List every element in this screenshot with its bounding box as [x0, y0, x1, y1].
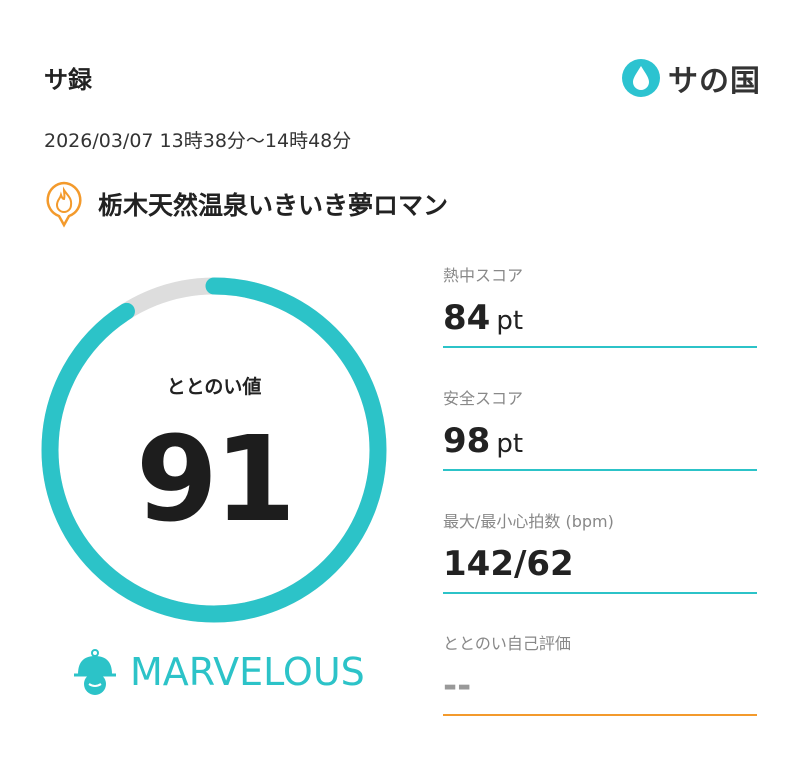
facility-link[interactable]: 栃木天然温泉いきいき夢ロマン [44, 180, 448, 228]
stat-unit: pt [496, 429, 524, 459]
facility-name: 栃木天然温泉いきいき夢ロマン [98, 191, 449, 220]
stat-value: 84 [443, 298, 491, 338]
water-drop-logo-icon [622, 59, 660, 97]
stat-label: 安全スコア [443, 389, 524, 408]
gauge-label: ととのい値 [166, 376, 262, 398]
stat-label: 熱中スコア [443, 266, 524, 285]
sauna-fire-pin-icon [46, 181, 82, 228]
stat-heart-rate: 最大/最小心拍数 (bpm) 142/62 [443, 508, 757, 594]
rating-label: MARVELOUS [130, 650, 365, 694]
stat-unit: pt [496, 306, 524, 336]
stat-value: -- [443, 666, 472, 706]
stat-value: 142/62 [443, 544, 574, 584]
stat-label: ととのい自己評価 [443, 634, 571, 653]
stat-safety-score: 安全スコア 98 pt [443, 385, 757, 471]
sauna-hat-icon [74, 649, 116, 695]
stat-label: 最大/最小心拍数 (bpm) [443, 512, 614, 531]
totonoi-gauge [41, 277, 387, 623]
stat-heat-score: 熱中スコア 84 pt [443, 262, 757, 348]
gauge-value: 91 [135, 410, 296, 548]
divider [443, 346, 757, 348]
divider [443, 592, 757, 594]
rating: MARVELOUS [72, 648, 365, 696]
divider [443, 714, 757, 716]
stat-value: 98 [443, 421, 491, 461]
divider [443, 469, 757, 471]
stat-self-rating[interactable]: ととのい自己評価 -- [443, 630, 757, 716]
logo-text: サの国 [668, 64, 761, 99]
page-title: サ録 [44, 66, 92, 94]
gauge-fill [41, 277, 387, 623]
session-datetime: 2026/03/07 13時38分〜14時48分 [44, 130, 352, 152]
brand-logo: サの国 [622, 56, 761, 100]
